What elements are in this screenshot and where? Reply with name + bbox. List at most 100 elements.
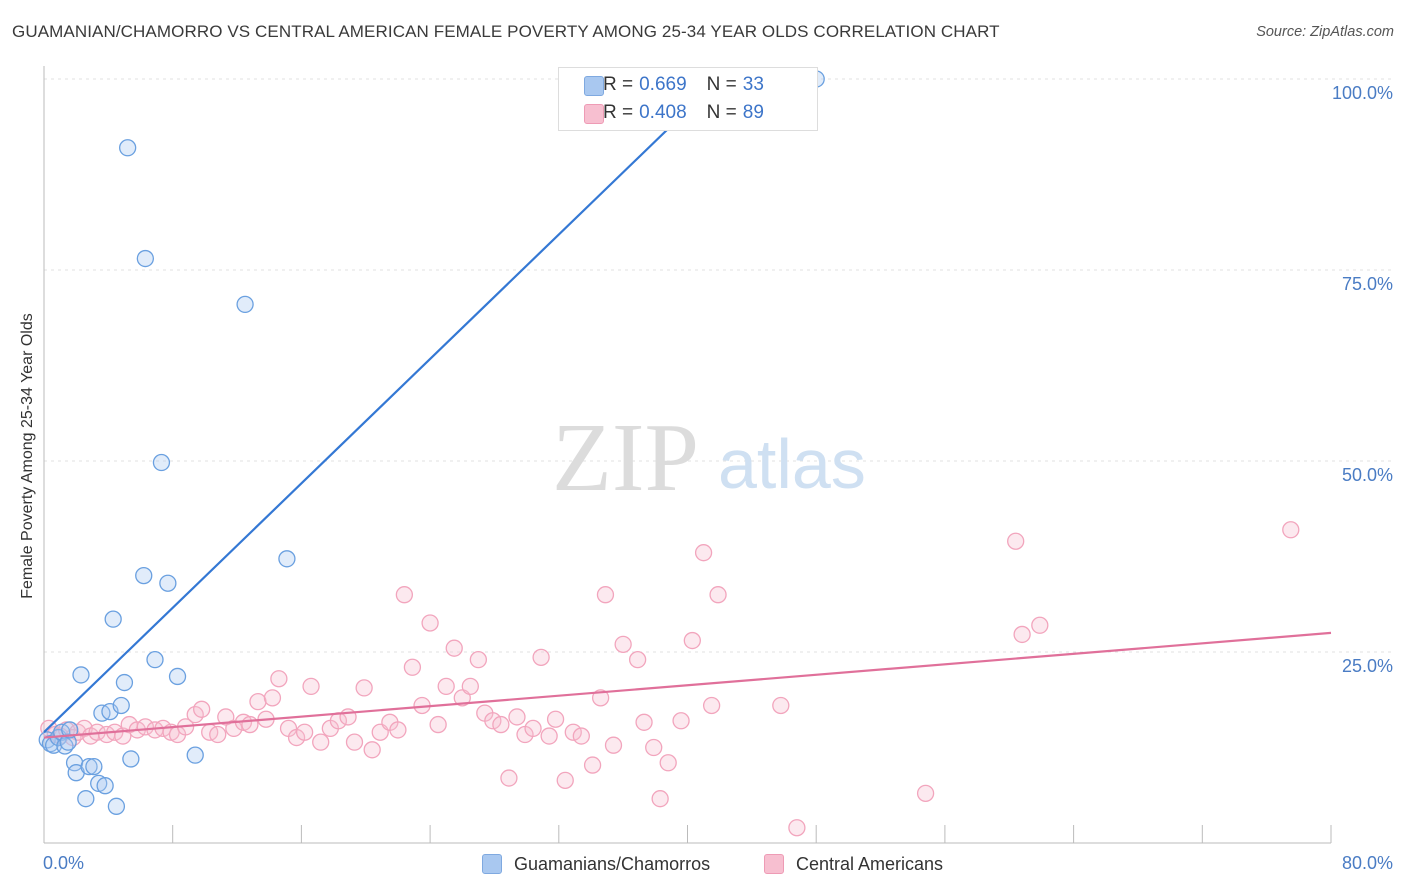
gridlines — [44, 78, 1391, 653]
central-american-point — [709, 586, 727, 604]
central-american-point — [241, 715, 259, 734]
central-american-point — [564, 723, 582, 741]
guamanian-point — [159, 574, 177, 592]
central-american-point — [672, 712, 690, 730]
central-american-point — [591, 689, 610, 707]
central-american-point — [628, 650, 647, 669]
guamanian-trend-line — [43, 78, 721, 734]
central-american-point — [635, 713, 653, 731]
guamanian-point — [278, 550, 296, 568]
x-tick-labels: 0.0% 80.0% — [43, 853, 1393, 873]
legend-r-value: 0.669 — [639, 74, 687, 95]
central-american-point — [500, 769, 518, 787]
central-american-point — [694, 544, 713, 562]
central-american-point — [572, 727, 590, 745]
guamanian-point — [236, 295, 254, 314]
guamanian-point — [61, 721, 79, 739]
central-american-point — [524, 719, 542, 738]
central-american-point — [445, 639, 463, 657]
central-american-point — [683, 631, 701, 650]
central-american-point — [702, 696, 721, 715]
central-american-point — [302, 677, 320, 696]
guamanians-points — [38, 70, 825, 815]
central-americans-points — [40, 521, 1300, 837]
central-american-point — [532, 648, 550, 666]
central-american-point — [916, 784, 935, 802]
legend-swatch-central-americans — [584, 104, 604, 124]
central-american-point — [583, 756, 602, 774]
central-american-point — [389, 721, 407, 739]
watermark-zip: ZIP — [552, 404, 699, 512]
central-american-point — [225, 719, 243, 738]
central-american-point — [651, 790, 669, 808]
watermark-atlas: atlas — [718, 425, 866, 503]
central-american-point — [540, 727, 558, 745]
bottom-legend-swatch-guamanians — [482, 854, 502, 874]
bottom-legend-guamanians: Guamanians/Chamorros — [482, 852, 710, 876]
central-american-point — [614, 635, 632, 654]
x-tick-label: 0.0% — [43, 853, 84, 873]
guamanian-point — [152, 453, 171, 472]
central-american-point — [556, 771, 574, 790]
central-american-point — [312, 733, 330, 751]
guamanian-point — [96, 777, 114, 795]
central-american-point — [136, 718, 155, 736]
guamanian-point — [186, 746, 204, 764]
central-american-point — [492, 715, 510, 734]
y-tick-label: 50.0% — [1342, 465, 1393, 485]
central-american-point — [421, 614, 439, 632]
central-american-point — [508, 708, 526, 726]
central-american-point — [1282, 521, 1300, 539]
guamanian-point — [135, 566, 153, 585]
central-american-point — [461, 677, 479, 696]
guamanian-point — [107, 797, 126, 815]
bottom-legend-label: Guamanians/Chamorros — [514, 853, 711, 874]
guamanian-point — [168, 667, 187, 686]
central-american-point — [363, 741, 381, 759]
central-american-point — [429, 715, 447, 734]
central-american-point — [193, 700, 211, 718]
y-tick-label: 25.0% — [1342, 656, 1393, 676]
source-credit: Source: ZipAtlas.com — [1256, 24, 1394, 40]
guamanian-point — [119, 139, 137, 157]
central-american-trend-line — [43, 631, 1332, 739]
central-american-point — [345, 733, 364, 751]
central-american-point — [546, 710, 565, 728]
central-american-point — [295, 723, 314, 741]
central-american-point — [484, 712, 502, 730]
central-american-point — [772, 696, 790, 715]
legend-r-label: R = — [603, 74, 634, 95]
central-american-point — [1007, 532, 1025, 550]
central-american-point — [403, 658, 422, 676]
legend-swatch-guamanians — [584, 76, 604, 96]
central-american-point — [249, 693, 267, 711]
guamanian-point — [80, 757, 98, 776]
central-american-point — [395, 586, 414, 604]
bottom-legend-swatch-central-americans — [764, 854, 784, 874]
legend-n-value: 33 — [742, 74, 764, 95]
legend-r-label: R = — [603, 102, 634, 123]
watermark: ZIP atlas — [552, 404, 866, 512]
legend-row-central-americans: R = 0.408 N = 89 — [584, 100, 764, 126]
guamanian-point — [122, 750, 140, 768]
guamanian-point — [146, 650, 164, 669]
central-american-point — [645, 738, 663, 757]
legend-n-label: N = — [706, 74, 737, 95]
central-american-point — [209, 725, 227, 744]
correlation-legend: R = 0.669 N = 33 R = 0.408 N = 89 — [558, 67, 818, 131]
guamanian-point — [104, 610, 122, 628]
trend-lines — [43, 78, 1332, 739]
legend-r-value: 0.408 — [639, 102, 687, 123]
guamanian-point — [85, 757, 103, 776]
bottom-legend-label: Central Americans — [796, 853, 944, 874]
y-tick-label: 100.0% — [1332, 83, 1393, 103]
y-tick-label: 75.0% — [1342, 274, 1393, 294]
central-american-point — [437, 677, 455, 696]
central-american-point — [596, 586, 615, 604]
central-american-point — [659, 754, 677, 772]
legend-n-value: 89 — [742, 102, 764, 123]
bottom-legend-central-americans: Central Americans — [764, 852, 943, 876]
x-tick-label: 80.0% — [1342, 853, 1393, 873]
central-american-point — [1013, 625, 1031, 644]
y-tick-labels: 25.0% 50.0% 75.0% 100.0% — [1332, 83, 1393, 676]
